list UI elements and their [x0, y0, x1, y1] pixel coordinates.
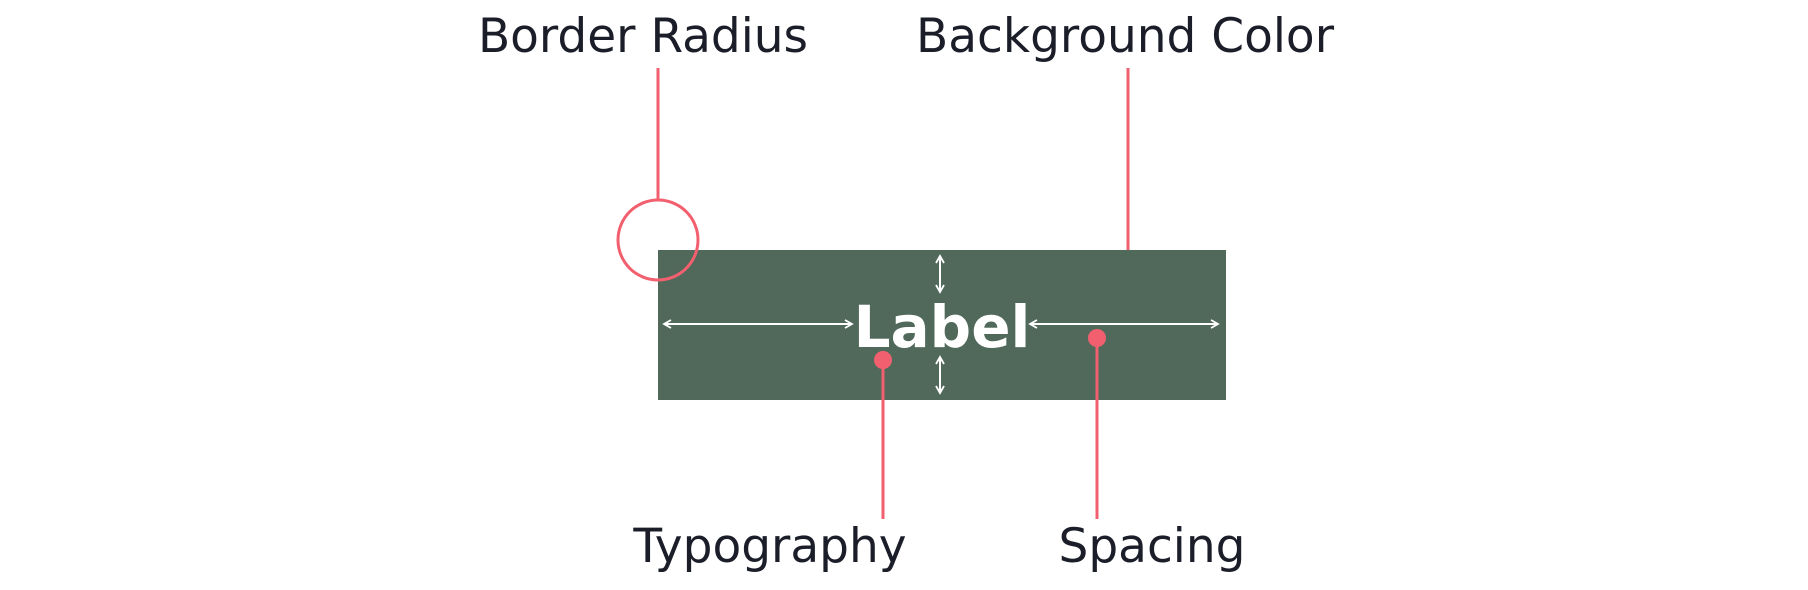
- typography-label: Typography: [632, 519, 906, 574]
- border-radius-marker: [616, 198, 700, 282]
- border-radius-label: Border Radius: [478, 9, 808, 64]
- background-color-label: Background Color: [916, 9, 1335, 64]
- button-label: Label: [854, 293, 1031, 361]
- spacing-label: Spacing: [1059, 519, 1246, 574]
